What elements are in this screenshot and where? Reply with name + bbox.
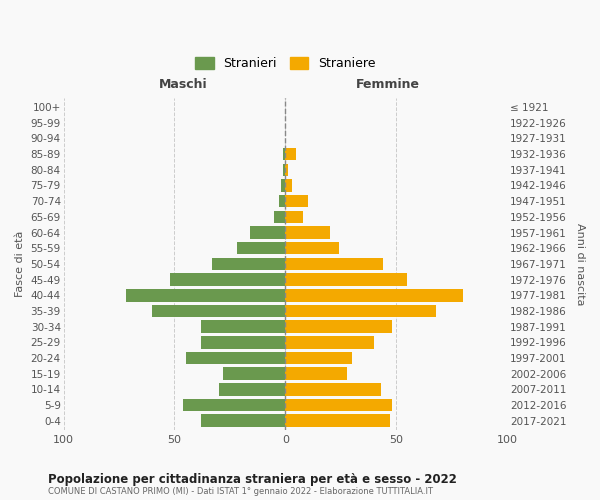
- Bar: [281, 179, 286, 192]
- Bar: [286, 383, 381, 396]
- Bar: [286, 399, 392, 411]
- Bar: [279, 195, 286, 207]
- Bar: [250, 226, 286, 239]
- Bar: [286, 195, 308, 207]
- Bar: [274, 210, 286, 223]
- Text: COMUNE DI CASTANO PRIMO (MI) - Dati ISTAT 1° gennaio 2022 - Elaborazione TUTTITA: COMUNE DI CASTANO PRIMO (MI) - Dati ISTA…: [48, 488, 433, 496]
- Bar: [286, 352, 352, 364]
- Bar: [286, 242, 338, 254]
- Bar: [236, 242, 286, 254]
- Bar: [125, 289, 286, 302]
- Bar: [223, 368, 286, 380]
- Text: Femmine: Femmine: [355, 78, 419, 91]
- Text: Popolazione per cittadinanza straniera per età e sesso - 2022: Popolazione per cittadinanza straniera p…: [48, 472, 457, 486]
- Bar: [184, 399, 286, 411]
- Bar: [286, 164, 287, 176]
- Bar: [283, 164, 286, 176]
- Bar: [286, 289, 463, 302]
- Bar: [283, 148, 286, 160]
- Bar: [201, 320, 286, 333]
- Bar: [170, 274, 286, 286]
- Bar: [286, 320, 392, 333]
- Legend: Stranieri, Straniere: Stranieri, Straniere: [195, 58, 376, 70]
- Bar: [201, 414, 286, 427]
- Bar: [152, 304, 286, 317]
- Bar: [286, 414, 389, 427]
- Bar: [286, 148, 296, 160]
- Bar: [185, 352, 286, 364]
- Bar: [219, 383, 286, 396]
- Bar: [286, 274, 407, 286]
- Bar: [286, 226, 330, 239]
- Bar: [286, 258, 383, 270]
- Bar: [286, 336, 374, 348]
- Text: Maschi: Maschi: [159, 78, 208, 91]
- Y-axis label: Anni di nascita: Anni di nascita: [575, 222, 585, 305]
- Bar: [212, 258, 286, 270]
- Bar: [201, 336, 286, 348]
- Bar: [286, 304, 436, 317]
- Bar: [286, 179, 292, 192]
- Y-axis label: Fasce di età: Fasce di età: [15, 230, 25, 297]
- Bar: [286, 210, 303, 223]
- Bar: [286, 368, 347, 380]
